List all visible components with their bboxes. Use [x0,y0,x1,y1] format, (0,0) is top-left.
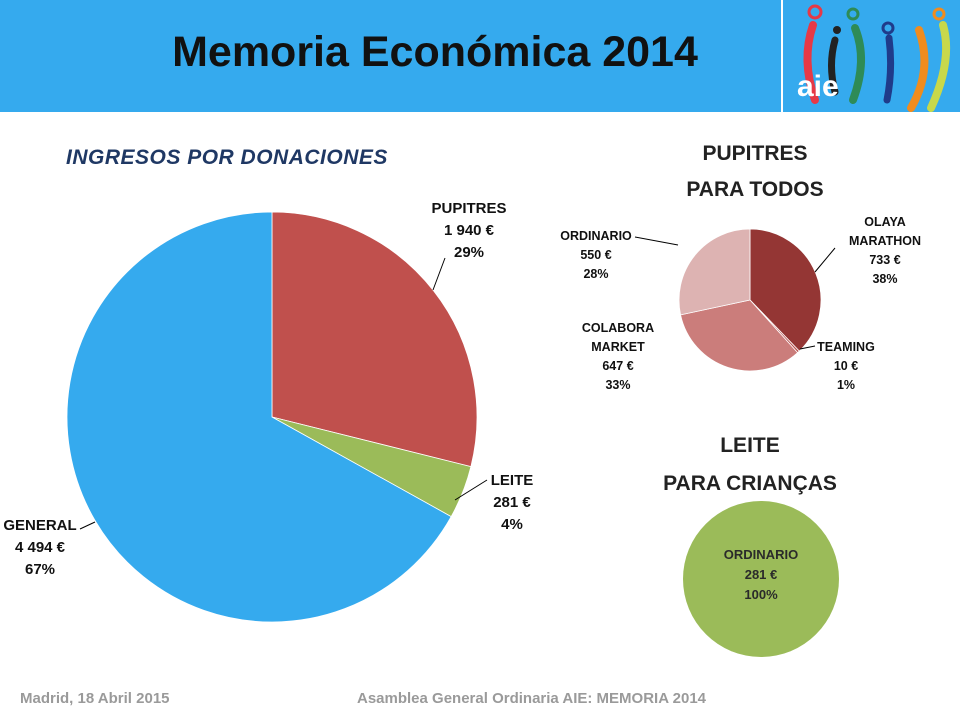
general-data-label-line-0: GENERAL [3,517,76,534]
leite-title-line-2: PARA CRIANÇAS [663,472,837,495]
pupitres-leader-line [432,257,446,291]
ordinario-pupitres-data-label: ORDINARIO 550 € 28% [560,229,632,281]
teaming-data-label: TEAMING 10 € 1% [817,340,875,392]
aie-logo-graphic: aie [797,4,951,112]
pupitres-data-label-line-1: 1 940 € [444,222,495,239]
charts-canvas: PUPITRES 1 940 € 29% LEITE 281 € 4% GENERAL 4 4… [3,200,921,657]
ordinario-leite-data-label-line-2: 100% [744,587,778,602]
ordinario-pupitres-data-label-line-2: 28% [583,267,608,281]
olaya-data-label-line-2: 733 € [869,253,900,267]
page-title: Memoria Económica 2014 [172,28,698,76]
colabora-data-label: COLABORA MARKET 647 € 33% [582,321,654,392]
teaming-leader-line [799,345,816,350]
leite-title-line-1: LEITE [720,434,780,457]
donations-chart-title: INGRESOS POR DONACIONES [66,146,388,169]
footer-date: Madrid, 18 Abril 2015 [20,690,170,707]
colabora-data-label-line-0: COLABORA [582,321,654,335]
colabora-data-label-line-1: MARKET [591,340,645,354]
colabora-data-label-line-2: 647 € [602,359,633,373]
ordinario-leite-data-label: ORDINARIO 281 € 100% [724,547,798,602]
colabora-data-label-line-3: 33% [605,378,630,392]
general-leader-line [79,521,96,530]
donations-slice-0 [271,211,478,468]
olaya-data-label-line-0: OLAYA [864,215,905,229]
ordinario-leite-data-label-line-1: 281 € [745,567,778,582]
pupitres-slice-0 [749,228,822,352]
teaming-data-label-line-2: 1% [837,378,855,392]
leite-data-label: LEITE 281 € 4% [491,472,534,533]
pupitres-data-label-line-2: 29% [454,244,484,261]
pupitres-data-label: PUPITRES 1 940 € 29% [431,200,506,261]
pupitres-chart-title: PUPITRES PARA TODOS [640,136,870,208]
ordinario-leite-data-label-line-0: ORDINARIO [724,547,798,562]
footer-assembly: Asamblea General Ordinaria AIE: MEMORIA … [357,690,707,707]
pupitres-slice-3 [678,228,751,316]
leite-data-label-line-2: 4% [501,516,523,533]
pupitres-title-line-2: PARA TODOS [686,178,824,201]
aie-logo-text: aie [797,70,839,103]
ordinario-leader-line [634,236,679,246]
olaya-data-label-line-1: MARATHON [849,234,921,248]
ordinario-pupitres-data-label-line-0: ORDINARIO [560,229,632,243]
pupitres-slice-2 [680,299,799,372]
olaya-data-label: OLAYA MARATHON 733 € 38% [849,215,921,286]
teaming-data-label-line-0: TEAMING [817,340,875,354]
donations-slice-2 [66,211,452,623]
general-data-label-line-1: 4 494 € [15,539,66,556]
olaya-data-label-line-3: 38% [872,272,897,286]
general-data-label: GENERAL 4 494 € 67% [3,517,76,578]
leite-chart-title: LEITE PARA CRIANÇAS [620,427,880,503]
pupitres-data-label-line-0: PUPITRES [431,200,506,217]
ordinario-pupitres-data-label-line-1: 550 € [580,248,611,262]
leite-data-label-line-0: LEITE [491,472,534,489]
olaya-leader-line [814,247,836,273]
teaming-data-label-line-1: 10 € [834,359,858,373]
pupitres-title-line-1: PUPITRES [702,142,808,165]
leite-leader-line [454,479,488,501]
leite-data-label-line-1: 281 € [493,494,531,511]
leite-slice-0 [683,501,839,657]
general-data-label-line-2: 67% [25,561,55,578]
aie-logo: aie [781,0,960,112]
